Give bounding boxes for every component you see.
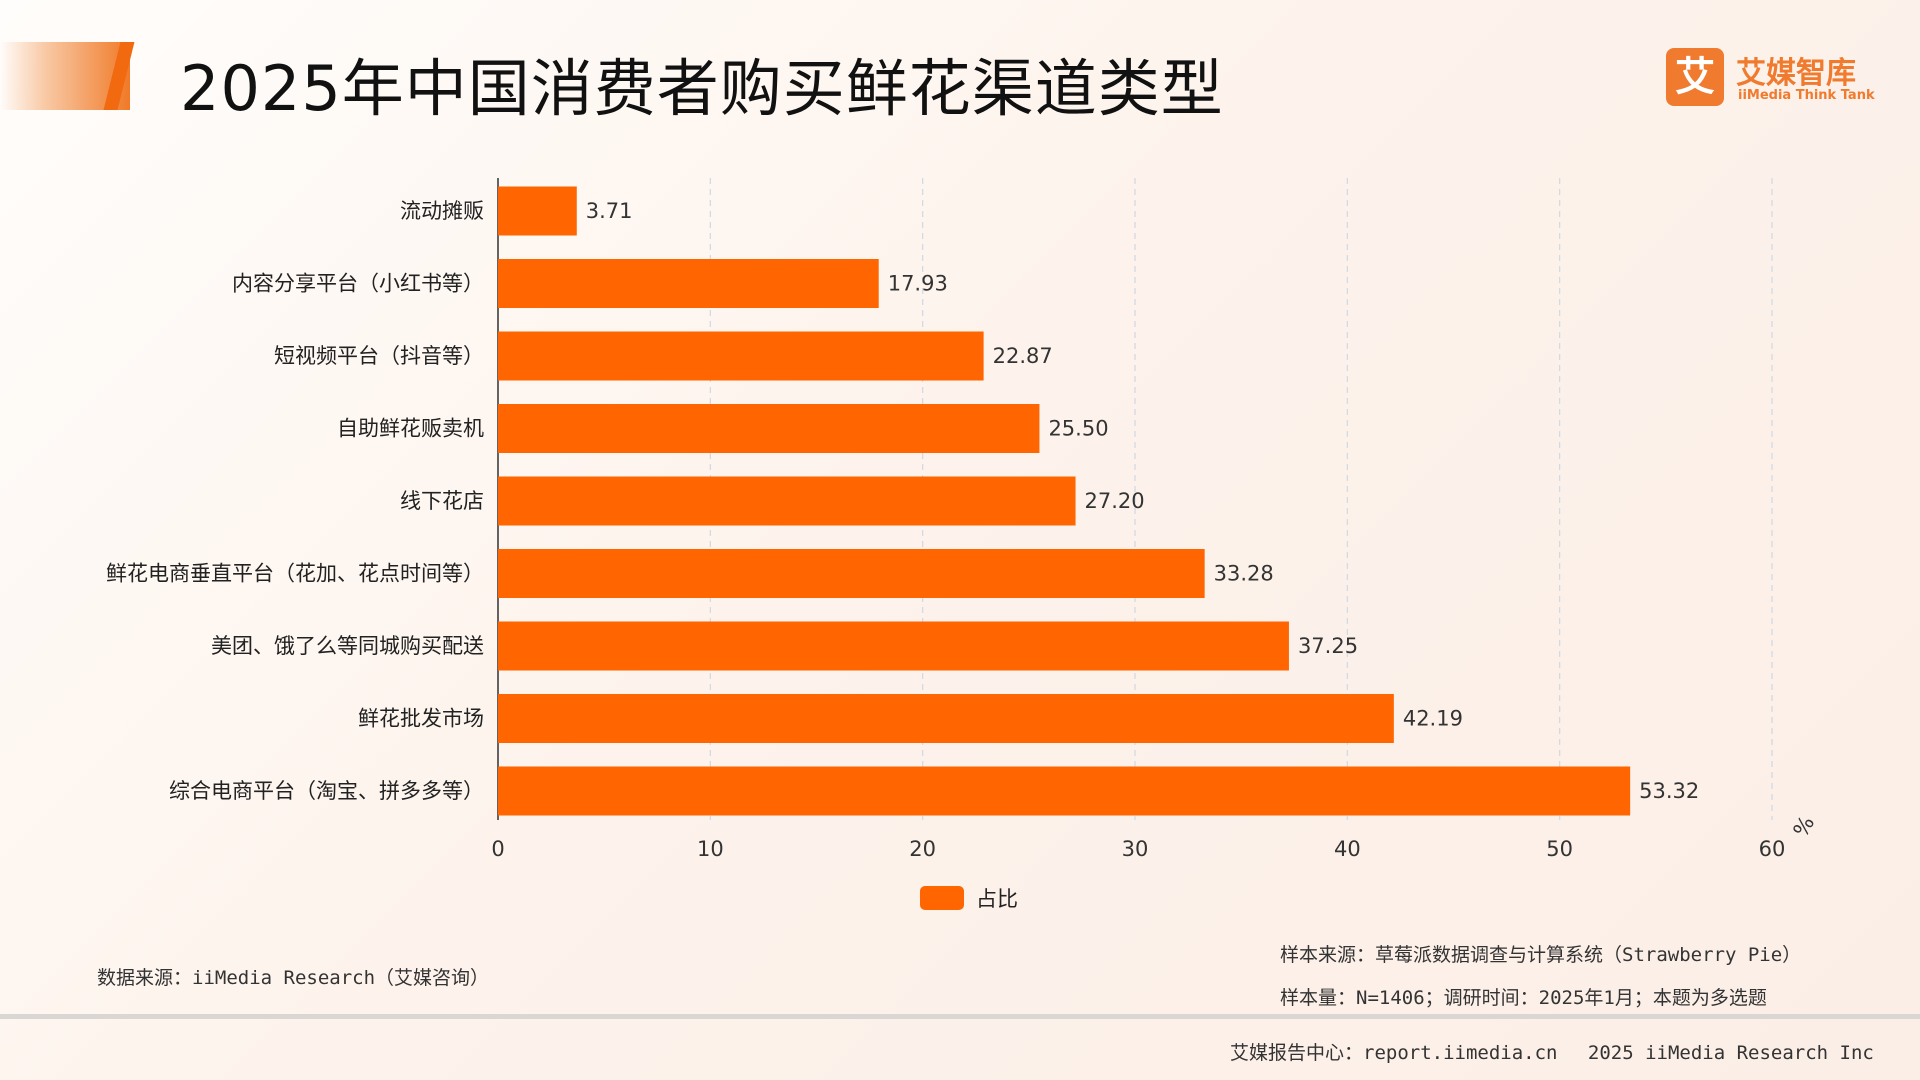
- bar-chart: 流动摊贩 3.71 内容分享平台（小红书等） 17.93 短视频平台（抖音等） 22.87…: [106, 178, 1820, 860]
- data-label: 22.87: [993, 344, 1053, 368]
- report-center: 艾媒报告中心：report.iimedia.cn 2025 iiMedia Re…: [1230, 1042, 1874, 1064]
- data-source: 数据来源：iiMedia Research（艾媒咨询）: [97, 967, 490, 989]
- bar: [498, 404, 1040, 453]
- category-label: 美团、饿了么等同城购买配送: [211, 634, 484, 658]
- data-label: 37.25: [1298, 634, 1358, 658]
- data-label: 25.50: [1048, 417, 1108, 441]
- category-label: 短视频平台（抖音等）: [274, 344, 484, 368]
- data-label: 27.20: [1085, 489, 1145, 513]
- category-label: 流动摊贩: [400, 199, 484, 223]
- x-tick-label: 0: [491, 837, 504, 860]
- category-label: 鲜花批发市场: [358, 707, 484, 731]
- bar: [498, 549, 1205, 598]
- x-tick-label: 50: [1546, 837, 1573, 860]
- x-tick-label: 20: [909, 837, 936, 860]
- legend-label: 占比: [976, 887, 1018, 911]
- data-label: 53.32: [1639, 779, 1699, 803]
- x-unit-label: %: [1789, 812, 1820, 841]
- x-tick-label: 60: [1759, 837, 1786, 860]
- bar: [498, 186, 577, 236]
- data-label: 42.19: [1403, 707, 1463, 731]
- legend-swatch: [920, 886, 964, 910]
- chart-legend: 占比: [920, 884, 1018, 912]
- brand-subtitle: iiMedia Think Tank: [1738, 88, 1875, 103]
- bar: [498, 259, 879, 308]
- bar: [498, 694, 1394, 743]
- category-label: 内容分享平台（小红书等）: [232, 272, 484, 296]
- bar: [498, 476, 1076, 526]
- bar: [498, 621, 1289, 671]
- x-tick-label: 10: [697, 837, 724, 860]
- footer-divider: [0, 1014, 1920, 1019]
- x-tick-label: 30: [1122, 837, 1149, 860]
- data-label: 33.28: [1214, 562, 1274, 586]
- category-label: 线下花店: [400, 489, 484, 513]
- page-title: 2025年中国消费者购买鲜花渠道类型: [180, 52, 1224, 125]
- bar: [498, 766, 1631, 816]
- category-label: 综合电商平台（淘宝、拼多多等）: [169, 779, 484, 803]
- bar: [498, 331, 984, 381]
- sample-source: 样本来源：草莓派数据调查与计算系统（Strawberry Pie）: [1280, 944, 1802, 966]
- category-label: 鲜花电商垂直平台（花加、花点时间等）: [106, 562, 484, 586]
- category-label: 自助鲜花贩卖机: [337, 417, 484, 441]
- data-label: 3.71: [586, 199, 633, 223]
- brand-logo-icon: 艾: [1666, 48, 1724, 106]
- x-tick-label: 40: [1334, 837, 1361, 860]
- data-label: 17.93: [888, 272, 948, 296]
- brand-name: 艾媒智库: [1736, 56, 1856, 91]
- sample-info: 样本量：N=1406；调研时间：2025年1月；本题为多选题: [1280, 987, 1767, 1009]
